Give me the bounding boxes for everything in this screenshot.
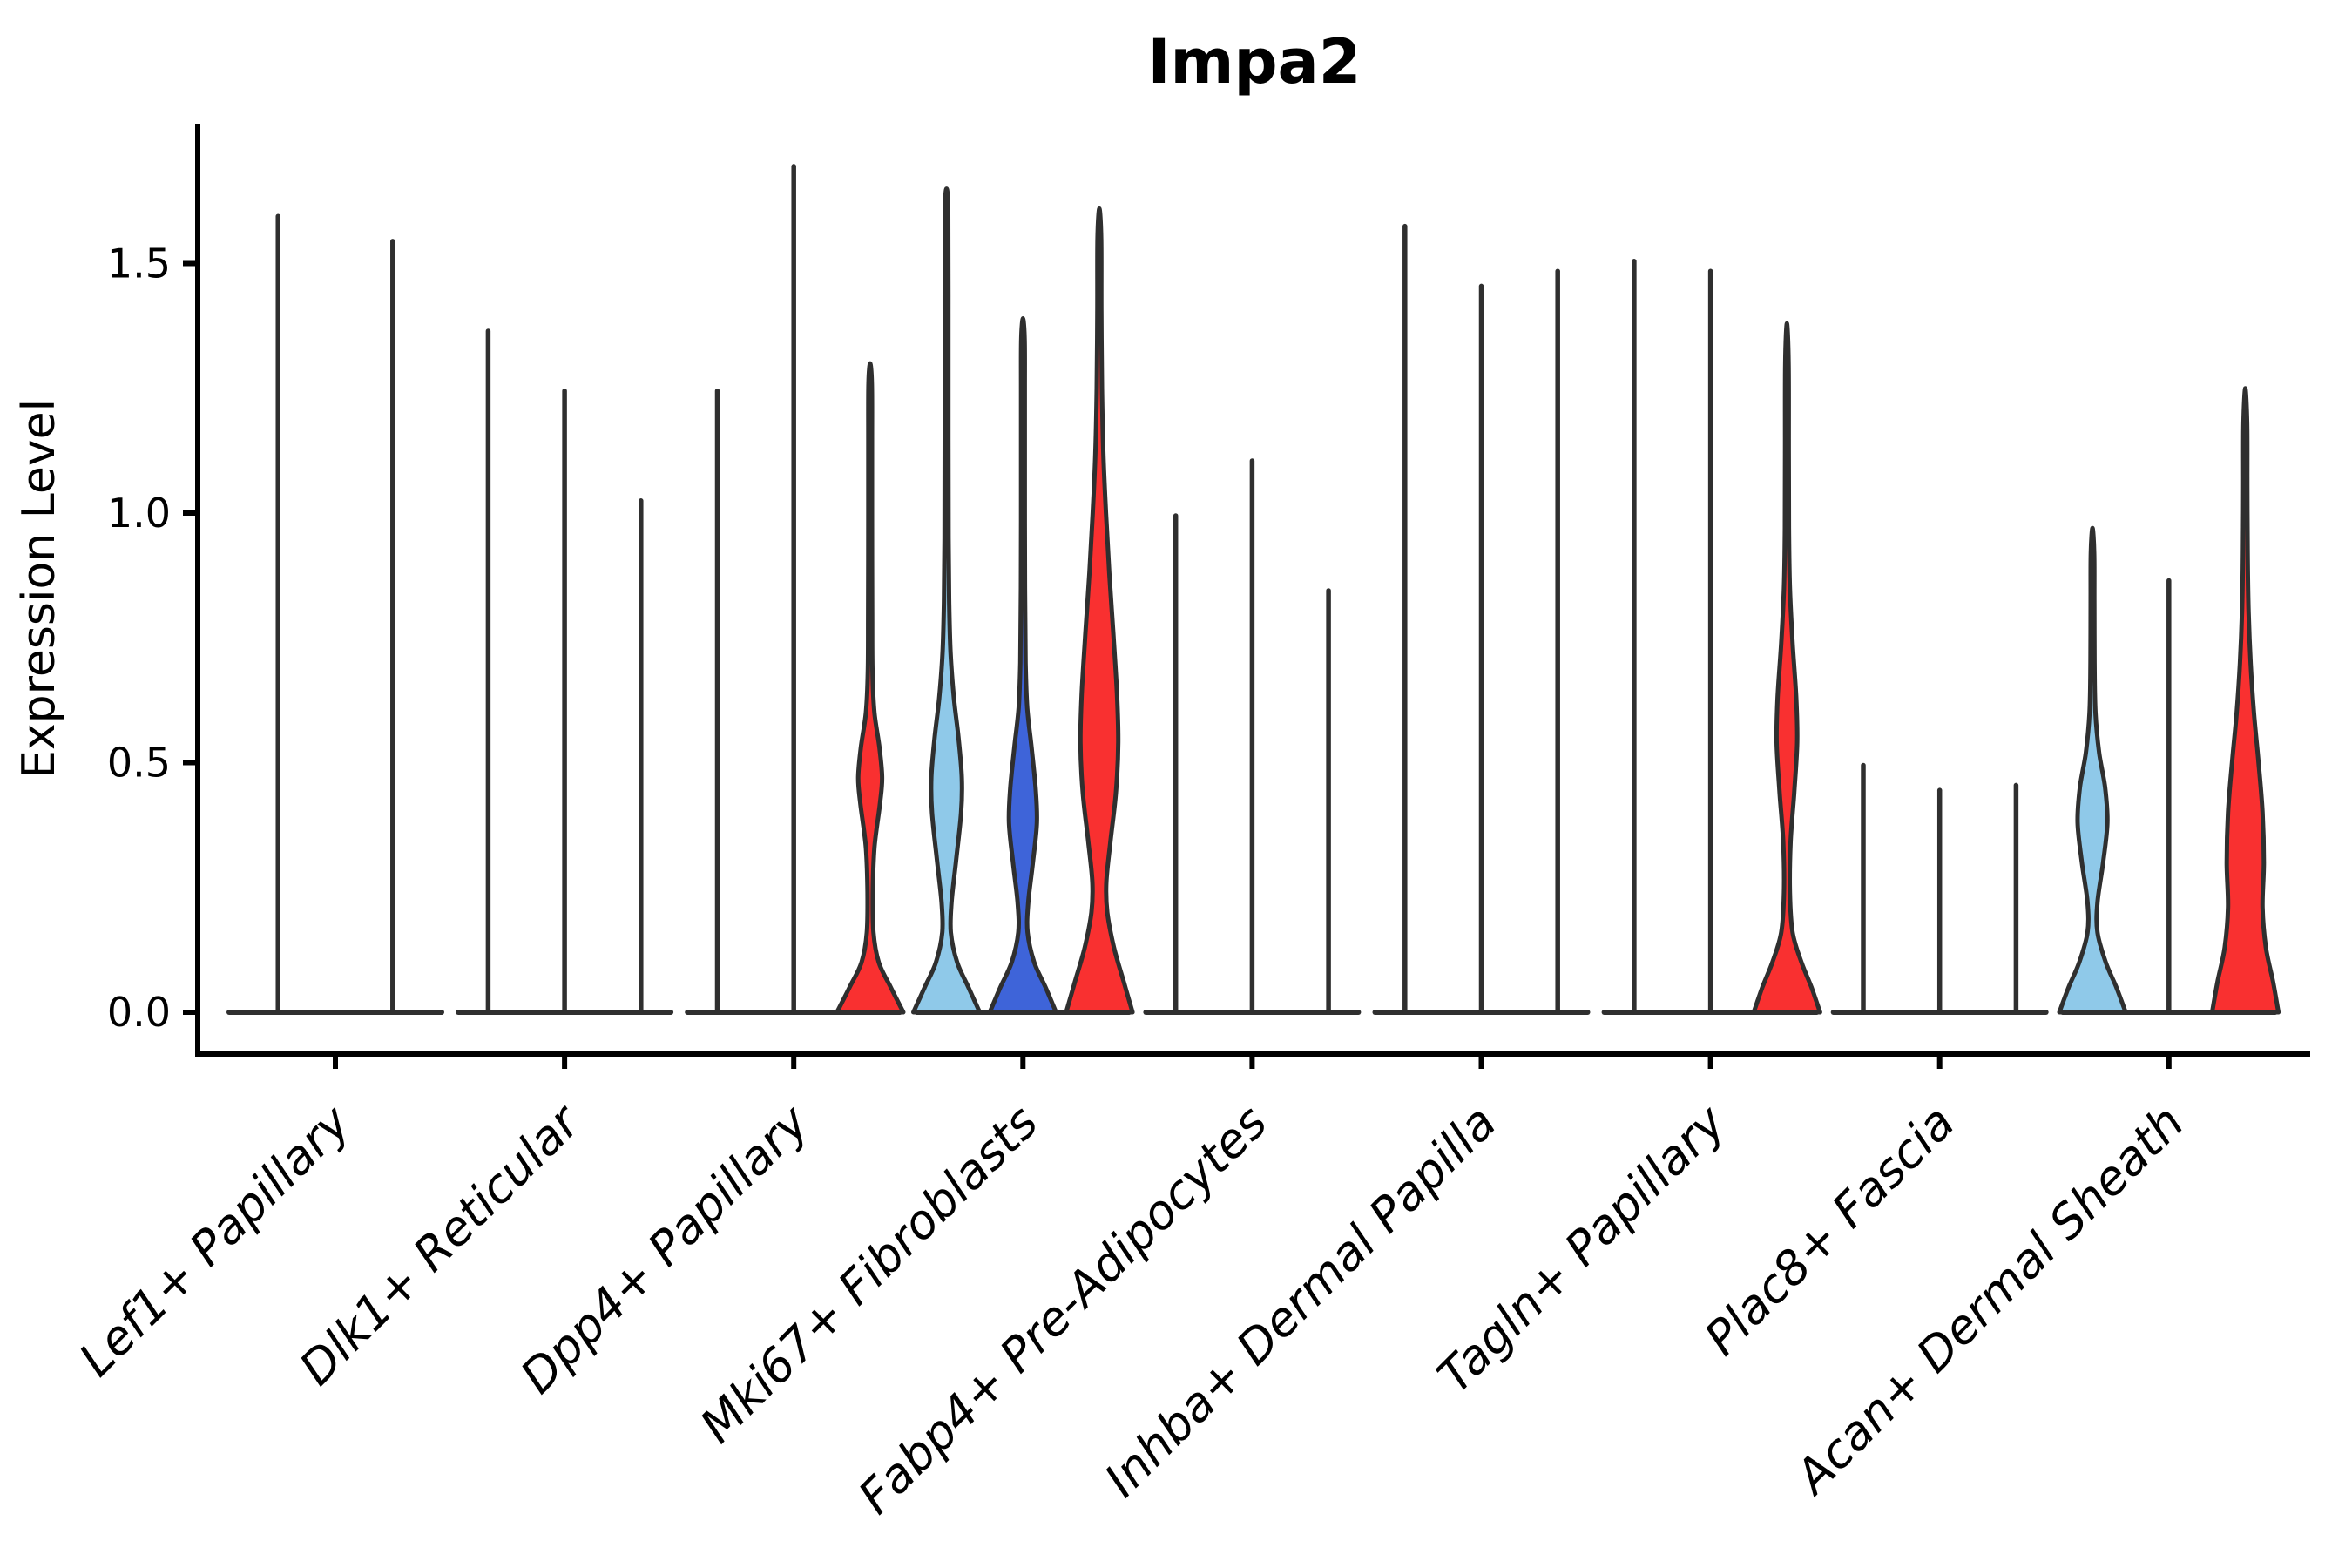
violin-dark_blue xyxy=(987,316,1058,1015)
plot-title: Impa2 xyxy=(1147,26,1361,98)
violin-light_blue xyxy=(2057,525,2128,1015)
y-tick-label: 1.5 xyxy=(107,240,171,287)
y-axis-label: Expression Level xyxy=(13,399,65,779)
y-tick-labels: 0.0 0.5 1.0 1.5 xyxy=(107,240,171,1037)
axes xyxy=(183,124,2310,1069)
y-tick-label: 0.0 xyxy=(107,989,171,1036)
violin-light_blue xyxy=(911,186,983,1015)
violin-red xyxy=(1064,206,1135,1015)
violin-red xyxy=(2209,386,2281,1015)
violins-layer xyxy=(226,164,2281,1015)
violin-red xyxy=(835,361,906,1015)
violin-red xyxy=(1751,321,1822,1015)
y-tick-label: 1.0 xyxy=(107,490,171,537)
y-tick-label: 0.5 xyxy=(107,740,171,787)
